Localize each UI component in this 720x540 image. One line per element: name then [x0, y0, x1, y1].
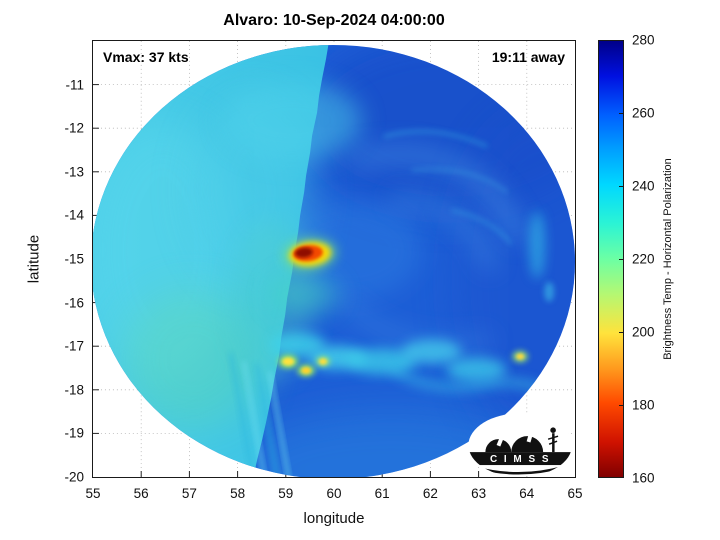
rainband-warm-cells	[278, 350, 529, 377]
y-tick-label: -13	[64, 164, 84, 180]
plot-area: C I M S S Vmax: 37 kts 19:11 away 55 56 …	[64, 40, 583, 501]
colorbar-tick-label: 240	[632, 178, 655, 194]
y-tick-label: -16	[64, 295, 84, 311]
y-tick-label: -11	[65, 77, 84, 93]
chart-title: Alvaro: 10-Sep-2024 04:00:00	[223, 12, 445, 29]
cimss-logo-text: C I M S S	[490, 454, 550, 465]
x-tick-label: 58	[230, 486, 246, 501]
y-tick-label: -18	[64, 382, 84, 398]
y-tick-label: -15	[64, 251, 84, 267]
x-tick-label: 55	[85, 486, 101, 501]
x-tick-label: 64	[519, 486, 535, 501]
vmax-annotation: Vmax: 37 kts	[103, 49, 189, 65]
satellite-swath	[93, 44, 575, 477]
x-tick-label: 60	[326, 486, 342, 501]
x-axis-label: longitude	[303, 510, 365, 527]
time-away-annotation: 19:11 away	[491, 49, 565, 65]
colorbar-tick-label: 260	[632, 105, 655, 121]
storm-cold-core-feature	[284, 238, 336, 270]
y-axis-label: latitude	[25, 234, 43, 284]
y-tick-label: -12	[64, 120, 84, 136]
y-tick-label: -19	[64, 425, 84, 441]
x-tick-label: 57	[181, 486, 197, 501]
colorbar-axis-label: Brightness Temp - Horizontal Polarizatio…	[662, 158, 674, 360]
x-tick-label: 65	[567, 486, 583, 501]
y-tick-label: -20	[64, 469, 84, 485]
colorbar-tick-label: 160	[632, 470, 655, 486]
colorbar-tick-label: 200	[632, 324, 655, 340]
x-tick-label: 63	[471, 486, 487, 501]
cimss-logo: C I M S S	[468, 413, 573, 477]
y-tick-label: -17	[64, 338, 84, 354]
colorbar-tick-label: 180	[632, 397, 655, 413]
y-tick-label: -14	[64, 207, 84, 223]
colorbar-tick-labels: 280 260 240 220 200 180 160	[632, 33, 672, 486]
x-tick-label: 56	[133, 486, 149, 501]
plot-canvas: C I M S S	[93, 41, 575, 477]
x-tick-label: 61	[374, 486, 390, 501]
colorbar-tick-label: 280	[632, 32, 655, 48]
x-tick-label: 62	[422, 486, 438, 501]
colorbar-tick-label: 220	[632, 251, 655, 267]
x-tick-label: 59	[278, 486, 294, 501]
